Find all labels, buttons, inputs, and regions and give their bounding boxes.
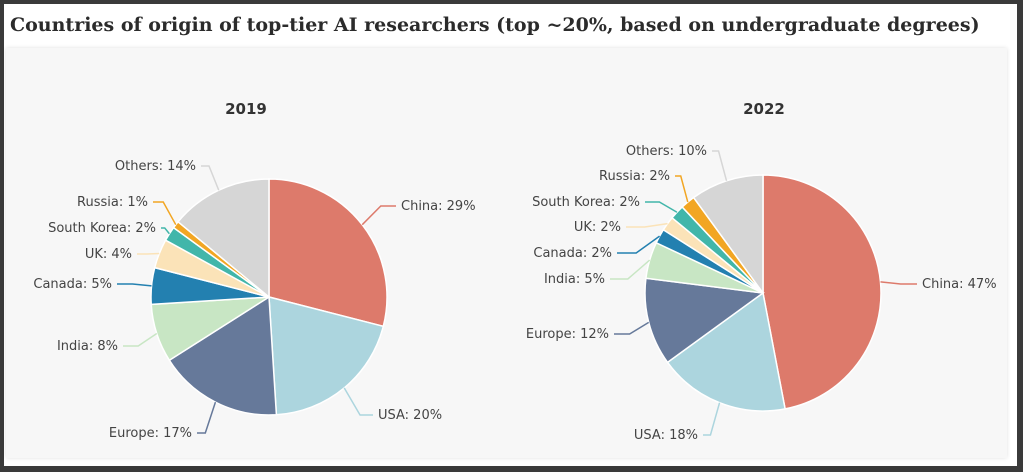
leader-line-india — [123, 332, 158, 347]
leader-line-others — [712, 150, 728, 181]
data-label-south-korea: South Korea: 2% — [532, 195, 640, 210]
leader-line-europe — [614, 321, 650, 335]
data-label-russia: Russia: 1% — [77, 195, 148, 210]
data-label-canada: Canada: 2% — [533, 246, 612, 261]
leader-line-south-korea — [161, 227, 170, 235]
data-label-south-korea: South Korea: 2% — [48, 221, 156, 236]
data-label-uk: UK: 4% — [85, 247, 132, 262]
leader-line-canada — [617, 235, 661, 254]
pie-slice-others — [692, 174, 764, 296]
leader-line-canada — [117, 283, 152, 287]
data-label-others: Others: 10% — [626, 144, 707, 159]
chart-title: 2022 — [743, 100, 785, 118]
pie-charts: 2019 China: 29% USA: 20% Europe: 17% India: … — [33, 100, 997, 443]
chart-title: 2019 — [225, 100, 267, 118]
pie-chart-2022: 2022 China: 47% USA: 18% Europe: 12% India: … — [526, 100, 997, 443]
leader-line-china — [361, 205, 396, 226]
data-label-china: China: 29% — [401, 199, 476, 214]
leader-line-others — [201, 165, 220, 191]
data-label-europe: Europe: 12% — [526, 327, 609, 342]
data-label-china: China: 47% — [922, 277, 997, 292]
page-title: Countries of origin of top-tier AI resea… — [10, 14, 980, 36]
data-label-europe: Europe: 17% — [109, 426, 192, 441]
data-label-russia: Russia: 2% — [599, 169, 670, 184]
data-label-canada: Canada: 5% — [33, 277, 112, 292]
data-label-others: Others: 14% — [115, 159, 196, 174]
leader-line-south-korea — [645, 201, 678, 213]
pie-slice-china — [762, 174, 882, 410]
leader-line-china — [880, 281, 917, 285]
leader-line-russia — [153, 201, 177, 226]
data-label-india: India: 5% — [544, 272, 605, 287]
leader-line-usa — [343, 387, 373, 416]
leader-line-europe — [197, 401, 217, 434]
pie-slice-usa — [666, 291, 786, 412]
chart-panel: 2019 China: 29% USA: 20% Europe: 17% India: … — [6, 48, 1007, 458]
data-label-india: India: 8% — [57, 339, 118, 354]
data-label-usa: USA: 20% — [378, 408, 442, 423]
data-label-uk: UK: 2% — [574, 220, 621, 235]
data-label-usa: USA: 18% — [634, 428, 698, 443]
pie-chart-2019: 2019 China: 29% USA: 20% Europe: 17% India: … — [33, 100, 475, 441]
leader-line-india — [610, 259, 651, 280]
leader-line-uk — [626, 222, 668, 228]
leader-line-usa — [703, 402, 721, 436]
pie-slice-usa — [268, 296, 385, 416]
leader-line-russia — [675, 175, 689, 203]
